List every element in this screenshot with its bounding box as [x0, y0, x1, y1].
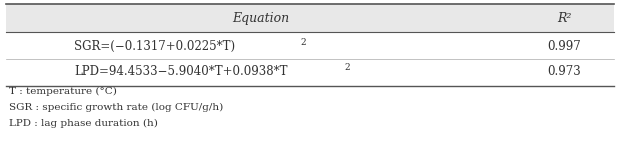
- Text: 2: 2: [344, 63, 350, 72]
- Text: LPD : lag phase duration (h): LPD : lag phase duration (h): [9, 119, 158, 128]
- Text: R²: R²: [557, 12, 572, 25]
- Text: SGR : specific growth rate (log CFU/g/h): SGR : specific growth rate (log CFU/g/h): [9, 103, 224, 112]
- Text: T : temperature (°C): T : temperature (°C): [9, 87, 117, 96]
- Text: Equation: Equation: [232, 12, 289, 25]
- Text: LPD=94.4533−5.9040*T+0.0938*T: LPD=94.4533−5.9040*T+0.0938*T: [74, 65, 288, 78]
- Text: SGR=(−0.1317+0.0225*T): SGR=(−0.1317+0.0225*T): [74, 40, 236, 53]
- Text: 2: 2: [301, 38, 306, 47]
- Text: 0.997: 0.997: [547, 40, 581, 53]
- Text: 0.973: 0.973: [547, 65, 581, 78]
- Bar: [6, 4, 614, 32]
